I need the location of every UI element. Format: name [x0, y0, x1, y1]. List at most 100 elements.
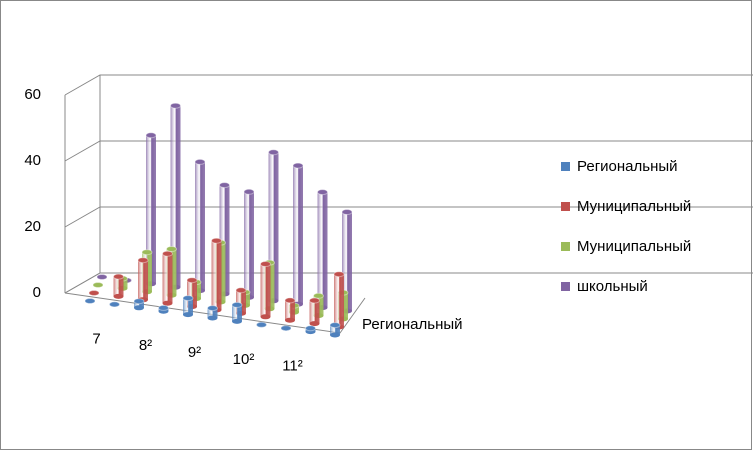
- bar-top: [211, 237, 222, 244]
- bar-top: [92, 282, 104, 288]
- bar-base: [113, 293, 124, 299]
- bar-top: [113, 273, 124, 280]
- legend-swatch: [561, 202, 570, 211]
- legend-swatch: [561, 282, 570, 291]
- bar-base: [232, 318, 242, 324]
- bar-body: [330, 325, 340, 335]
- bar-base: [285, 317, 295, 323]
- bar-body: [207, 308, 218, 318]
- legend-swatch: [561, 242, 570, 251]
- bar: [231, 301, 243, 324]
- bar: [341, 209, 353, 314]
- bar-body: [236, 290, 246, 314]
- bar: [109, 301, 120, 308]
- bar-body: [195, 161, 205, 291]
- bar-top: [333, 271, 345, 278]
- bar-top: [186, 277, 198, 284]
- bar: [309, 297, 320, 327]
- bar-top: [182, 295, 194, 302]
- bar: [92, 282, 104, 288]
- bar-body: [334, 274, 344, 327]
- bar-top: [170, 102, 181, 109]
- bar-body: [162, 253, 173, 304]
- bar: [133, 298, 145, 311]
- bar-top: [317, 189, 328, 196]
- bar-base: [330, 332, 340, 338]
- bar-top: [329, 322, 341, 329]
- bar: [317, 189, 328, 311]
- bar: [88, 290, 100, 296]
- bar-body: [187, 280, 197, 307]
- bar-top: [231, 301, 243, 308]
- bar-body: [244, 191, 254, 298]
- bar-top: [145, 132, 157, 139]
- bar-top: [219, 182, 230, 189]
- legend-label: Муниципальный: [577, 238, 691, 255]
- bar-top: [166, 246, 177, 252]
- bar-top: [341, 209, 353, 215]
- bar-body: [146, 135, 156, 284]
- bar-top: [141, 249, 153, 256]
- bar: [137, 257, 149, 303]
- bar-body: [183, 298, 193, 315]
- bar-body: [211, 240, 222, 310]
- bar: [211, 237, 222, 313]
- x-tick-label: 9²: [188, 344, 201, 361]
- depth-label: Региональный: [362, 316, 463, 333]
- bar: [260, 261, 271, 320]
- bar: [182, 295, 194, 318]
- bar: [256, 321, 267, 328]
- bar-top: [162, 250, 173, 257]
- bar: [84, 298, 96, 304]
- bar-top: [305, 325, 316, 332]
- bar-body: [170, 105, 181, 288]
- bar-top: [133, 298, 145, 305]
- bar-top: [84, 298, 96, 304]
- bar-top: [88, 290, 100, 296]
- bar-body: [134, 301, 144, 308]
- bar-top: [260, 261, 271, 267]
- legend-swatch: [561, 162, 570, 171]
- bar: [329, 322, 341, 338]
- bar-body: [113, 276, 124, 297]
- bar-top: [309, 297, 320, 304]
- bar-top: [207, 305, 218, 312]
- x-tick-label: 10²: [233, 351, 255, 368]
- legend-label: школьный: [577, 278, 648, 295]
- bar-base: [309, 321, 320, 327]
- bar-body: [293, 165, 303, 305]
- legend-label: Региональный: [577, 158, 678, 175]
- legend-label: Муниципальный: [577, 198, 691, 215]
- bar-top: [280, 325, 292, 332]
- floor-edge: [64, 272, 101, 294]
- bar-top: [235, 287, 247, 294]
- bar: [113, 273, 124, 299]
- bar: [162, 250, 173, 306]
- bar: [243, 188, 255, 300]
- bar-base: [260, 314, 271, 320]
- bar: [194, 158, 206, 294]
- bar-top: [284, 297, 296, 304]
- x-tick-label: 7: [92, 330, 100, 347]
- bar-body: [219, 185, 230, 294]
- x-tick-label: 8²: [139, 337, 152, 354]
- bar-base: [207, 315, 218, 321]
- bar: [305, 325, 316, 335]
- y-tick-label: 20: [24, 218, 41, 235]
- bar-top: [292, 162, 304, 169]
- bar: [292, 162, 304, 307]
- bar-top: [313, 292, 324, 299]
- bar-top: [256, 321, 267, 328]
- bar-top: [137, 257, 149, 264]
- bar-base: [134, 305, 144, 311]
- bar: [284, 297, 296, 323]
- bar: [235, 287, 247, 316]
- y-tick-label: 0: [33, 284, 41, 301]
- bar-top: [268, 149, 279, 156]
- bar-body: [138, 260, 148, 300]
- bar-body: [260, 264, 271, 317]
- bar-top: [243, 188, 255, 195]
- bar: [280, 325, 292, 332]
- y-tick-label: 40: [24, 152, 41, 169]
